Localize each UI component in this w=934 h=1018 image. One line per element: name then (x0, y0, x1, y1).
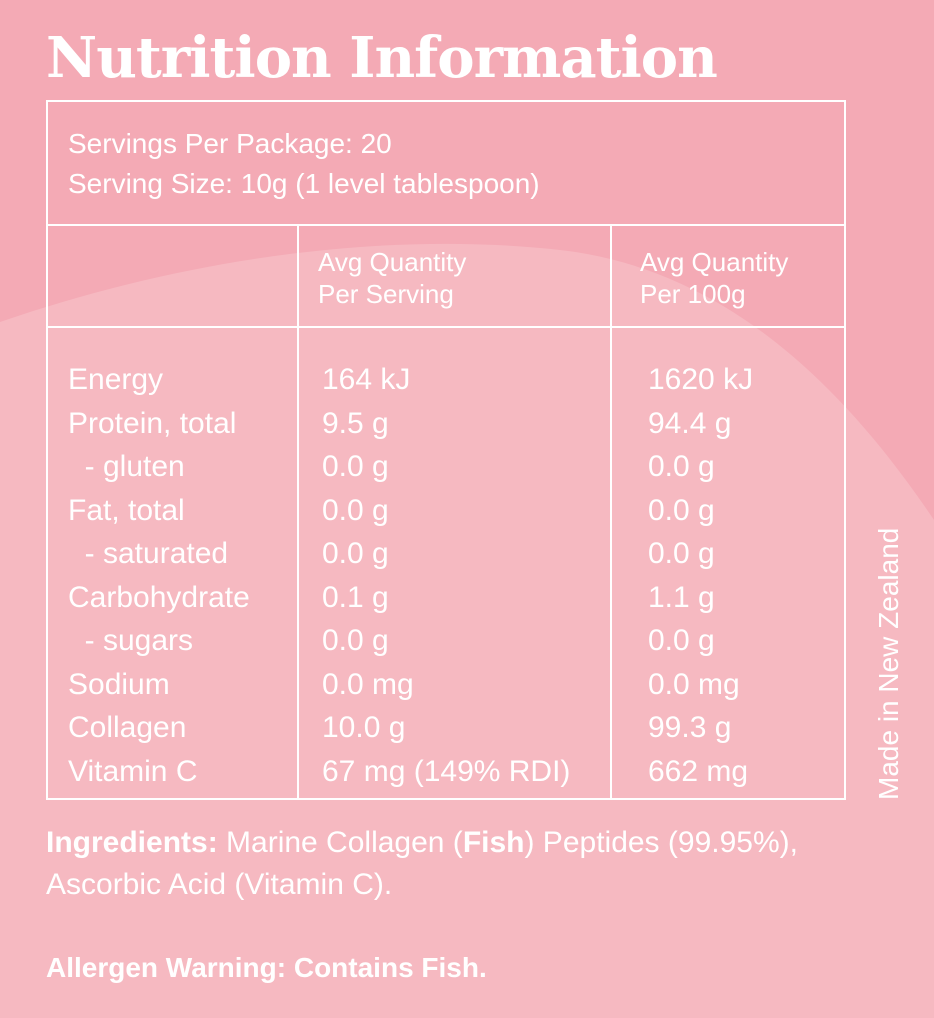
page-title: Nutrition Information (46, 25, 718, 91)
table-row: Sodium 0.0 mg 0.0 mg (48, 663, 844, 707)
column-divider (297, 226, 299, 800)
per-100g-value: 0.0 g (648, 624, 715, 657)
table-row: - saturated 0.0 g 0.0 g (48, 532, 844, 576)
per-serving-value: 0.0 mg (322, 667, 414, 701)
per-serving-value: 9.5 g (322, 406, 389, 440)
allergen-warning: Allergen Warning: Contains Fish. (46, 952, 487, 983)
per-100g-value: 1.1 g (648, 580, 715, 614)
per-100g-header-line1: Avg Quantity (640, 247, 789, 277)
per-serving-value: 0.0 g (322, 493, 389, 527)
table-row: Collagen 10.0 g 99.3 g (48, 706, 844, 750)
nutrient-name: Collagen (68, 711, 187, 744)
per-serving-value: 0.0 g (322, 624, 389, 657)
per-serving-value: 10.0 g (322, 711, 406, 744)
made-in-label: Made in New Zealand (873, 527, 904, 800)
per-serving-value: 0.1 g (322, 580, 389, 614)
table-row: - sugars 0.0 g 0.0 g (48, 619, 844, 663)
table-row: Carbohydrate 0.1 g 1.1 g (48, 576, 844, 620)
ingredients-part: ) Peptides (99.95%), Ascorbic Acid (Vita… (46, 826, 798, 901)
per-serving-header: Avg Quantity Per Serving (318, 246, 466, 310)
ingredients-text: Ingredients: Marine Collagen (Fish) Pept… (46, 822, 806, 906)
nutrient-name: Protein, total (68, 406, 237, 440)
per-serving-value: 0.0 g (322, 450, 389, 483)
nutrient-rows: Energy 164 kJ 1620 kJ Protein, total 9.5… (48, 358, 844, 793)
per-serving-value: 164 kJ (322, 363, 411, 396)
per-serving-value: 67 mg (149% RDI) (322, 754, 571, 788)
nutrient-name: Vitamin C (68, 754, 198, 788)
table-row: Fat, total 0.0 g 0.0 g (48, 489, 844, 533)
per-100g-value: 94.4 g (648, 406, 732, 440)
serving-info: Servings Per Package: 20 Serving Size: 1… (48, 102, 844, 226)
per-100g-value: 0.0 g (648, 493, 715, 527)
servings-per-package: Servings Per Package: 20 (68, 128, 392, 159)
table-row: Protein, total 9.5 g 94.4 g (48, 402, 844, 446)
per-serving-header-line1: Avg Quantity (318, 247, 467, 277)
nutrient-name: Carbohydrate (68, 580, 250, 614)
per-100g-header: Avg Quantity Per 100g (640, 246, 788, 310)
ingredients-label: Ingredients: (46, 826, 218, 859)
per-100g-value: 662 mg (648, 754, 749, 788)
per-100g-value: 0.0 g (648, 450, 715, 483)
table-row: Energy 164 kJ 1620 kJ (48, 358, 844, 402)
column-header-row: Avg Quantity Per Serving Avg Quantity Pe… (48, 226, 844, 328)
per-100g-header-line2: Per 100g (640, 279, 746, 309)
per-serving-header-line2: Per Serving (318, 279, 454, 309)
nutrient-name: Fat, total (68, 493, 185, 527)
allergen-word: Fish (462, 826, 525, 859)
nutrition-panel: Servings Per Package: 20 Serving Size: 1… (46, 100, 846, 800)
nutrient-name: - gluten (68, 450, 185, 483)
serving-size: Serving Size: 10g (1 level tablespoon) (68, 168, 540, 199)
table-row: - gluten 0.0 g 0.0 g (48, 445, 844, 489)
nutrient-name: Energy (68, 363, 164, 396)
nutrient-name: Sodium (68, 667, 170, 701)
column-divider (610, 226, 612, 800)
per-serving-value: 0.0 g (322, 537, 389, 570)
per-100g-value: 0.0 mg (648, 667, 740, 701)
per-100g-value: 1620 kJ (648, 363, 754, 396)
table-row: Vitamin C 67 mg (149% RDI) 662 mg (48, 750, 844, 794)
per-100g-value: 99.3 g (648, 711, 732, 744)
per-100g-value: 0.0 g (648, 537, 715, 570)
ingredients-part: Marine Collagen ( (217, 826, 463, 859)
nutrient-name: - sugars (68, 624, 194, 657)
nutrient-name: - saturated (68, 537, 229, 570)
